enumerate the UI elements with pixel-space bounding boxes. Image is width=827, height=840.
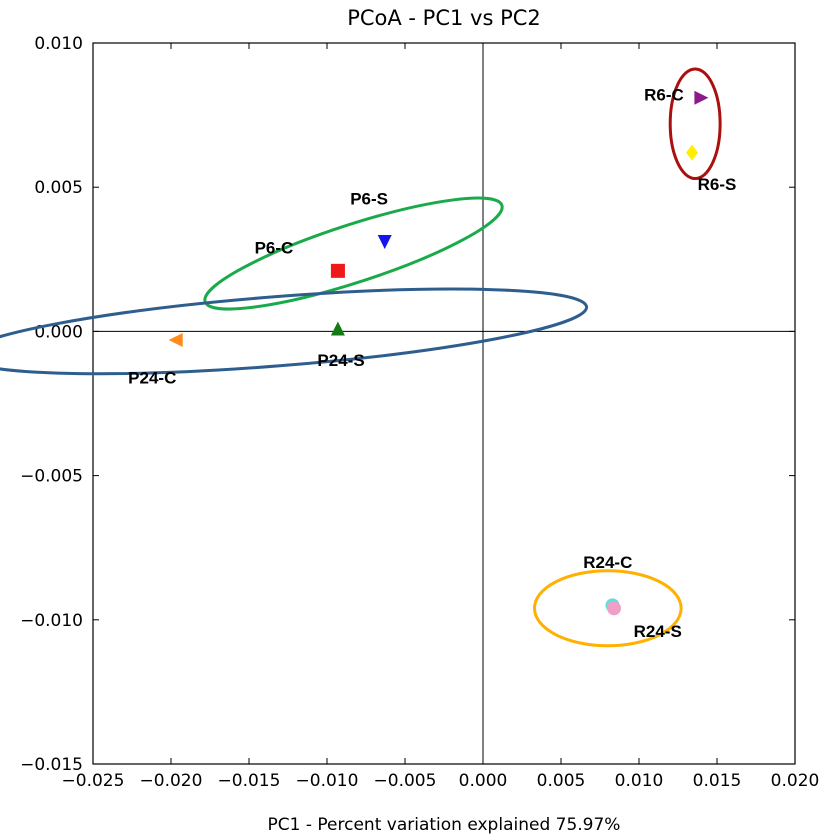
x-tick-label: 0.000	[459, 771, 508, 791]
group-ellipse-r6-c-r6-s	[668, 67, 722, 181]
chart-title: PCoA - PC1 vs PC2	[347, 6, 541, 30]
point-labels: P6-S P6-C P24-C P24-S R6-C R6-S R24-C R24-S	[128, 86, 736, 641]
y-tick-label: −0.015	[20, 755, 83, 775]
y-tick-label: 0.005	[34, 178, 83, 198]
point-label-p24-c: P24-C	[128, 368, 176, 387]
group-ellipses	[0, 67, 722, 648]
x-tick-label: 0.005	[537, 771, 586, 791]
y-tick-label: 0.000	[34, 322, 83, 342]
plot-area	[92, 42, 796, 765]
zero-lines	[93, 43, 795, 764]
x-tick-label: −0.010	[296, 771, 359, 791]
x-axis-label: PC1 - Percent variation explained 75.97%	[268, 815, 621, 835]
marker-r24-s	[607, 601, 622, 616]
x-tick-label: −0.015	[218, 771, 281, 791]
y-axis: 0.010 0.005 0.000 −0.005 −0.010 −0.015	[20, 34, 795, 775]
point-label-r24-s: R24-S	[634, 622, 682, 641]
x-tick-label: −0.025	[62, 771, 125, 791]
x-axis: −0.025 −0.020 −0.015 −0.010 −0.005 0.000 0.005…	[62, 43, 820, 791]
point-label-r24-c: R24-C	[583, 553, 632, 572]
y-tick-label: −0.005	[20, 467, 83, 487]
x-tick-label: −0.020	[140, 771, 203, 791]
marker-r6-s	[686, 144, 699, 161]
x-tick-label: 0.020	[771, 771, 820, 791]
marker-p6-s	[377, 234, 392, 249]
y-tick-label: 0.010	[34, 34, 83, 54]
x-tick-label: 0.015	[693, 771, 742, 791]
x-tick-label: −0.005	[374, 771, 437, 791]
group-ellipse-p24-c-p24-s	[0, 287, 589, 376]
point-label-p6-c: P6-C	[255, 239, 294, 258]
point-label-p6-s: P6-S	[350, 190, 388, 209]
marker-p24-c	[168, 333, 183, 348]
point-label-r6-c: R6-C	[644, 86, 684, 105]
group-ellipse-r24-c-r24-s	[532, 569, 683, 648]
point-label-r6-s: R6-S	[698, 175, 737, 194]
y-tick-label: −0.010	[20, 611, 83, 631]
data-points	[168, 90, 709, 616]
marker-p24-s	[330, 321, 345, 336]
plot-border	[92, 42, 796, 765]
marker-r6-c	[694, 90, 709, 105]
point-label-p24-s: P24-S	[317, 351, 364, 370]
marker-p6-c	[330, 263, 345, 278]
x-tick-label: 0.010	[615, 771, 664, 791]
